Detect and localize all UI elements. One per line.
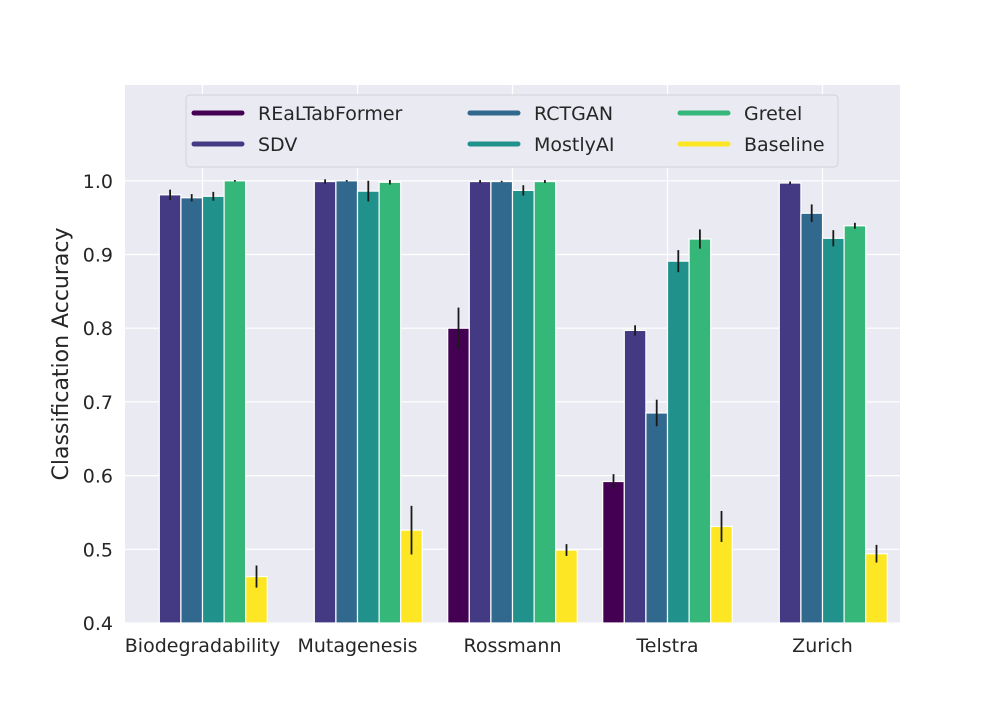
bar xyxy=(623,329,647,624)
bar xyxy=(800,212,824,624)
legend-label: RCTGAN xyxy=(534,103,613,125)
bar xyxy=(843,225,867,624)
bar xyxy=(511,189,535,624)
legend-label: Baseline xyxy=(744,134,825,156)
bar xyxy=(158,194,182,624)
y-tick-label: 0.5 xyxy=(83,539,113,561)
bar xyxy=(645,412,669,624)
legend-label: MostlyAI xyxy=(534,134,615,156)
x-tick-label: Telstra xyxy=(635,635,698,657)
bar xyxy=(555,549,578,624)
bar xyxy=(602,480,625,624)
y-tick-label: 1.0 xyxy=(83,171,113,193)
legend-box xyxy=(185,94,839,168)
bar xyxy=(335,180,359,624)
bar xyxy=(533,180,557,624)
y-tick-label: 0.8 xyxy=(83,318,113,340)
bar xyxy=(356,190,380,624)
x-tick-label: Zurich xyxy=(792,635,853,657)
bar xyxy=(313,180,337,624)
bar xyxy=(778,182,802,624)
bar xyxy=(180,197,204,624)
bar xyxy=(490,180,514,624)
x-tick-label: Biodegradability xyxy=(125,635,281,657)
bar xyxy=(223,180,247,624)
legend-label: Gretel xyxy=(744,103,802,125)
legend-label: REaLTabFormer xyxy=(258,103,403,125)
y-tick-label: 0.6 xyxy=(83,466,113,488)
legend-label: SDV xyxy=(258,134,297,156)
x-axis-ticks: Biodegradability Mutagenesis Rossmann Telst… xyxy=(125,635,853,657)
error-bars-group xyxy=(169,179,878,588)
y-tick-label: 0.9 xyxy=(83,245,113,267)
y-axis-ticks: 0.4 0.5 0.6 0.7 0.8 0.9 1.0 xyxy=(83,171,113,635)
y-axis-title: Classification Accuracy xyxy=(49,228,74,481)
y-tick-label: 0.7 xyxy=(83,392,113,414)
bar xyxy=(688,238,712,624)
bar xyxy=(666,260,690,624)
bar xyxy=(865,553,888,624)
bar xyxy=(378,181,402,624)
bar xyxy=(447,327,470,624)
legend: REaLTabFormer SDV RCTGAN MostlyAI Gretel Base… xyxy=(185,94,839,168)
bar xyxy=(821,237,845,624)
x-tick-label: Rossmann xyxy=(463,635,561,657)
bar xyxy=(201,195,225,624)
x-tick-label: Mutagenesis xyxy=(297,635,417,657)
y-tick-label: 0.4 xyxy=(83,613,113,635)
bar xyxy=(468,180,492,624)
